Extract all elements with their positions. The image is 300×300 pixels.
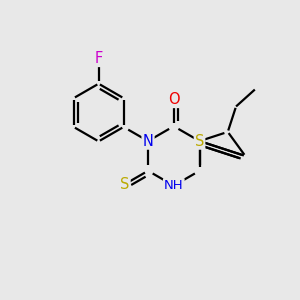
- Text: S: S: [195, 134, 204, 148]
- Text: F: F: [94, 51, 103, 66]
- Text: N: N: [142, 134, 154, 148]
- Text: O: O: [168, 92, 180, 107]
- Text: S: S: [120, 177, 130, 192]
- Text: NH: NH: [164, 179, 184, 192]
